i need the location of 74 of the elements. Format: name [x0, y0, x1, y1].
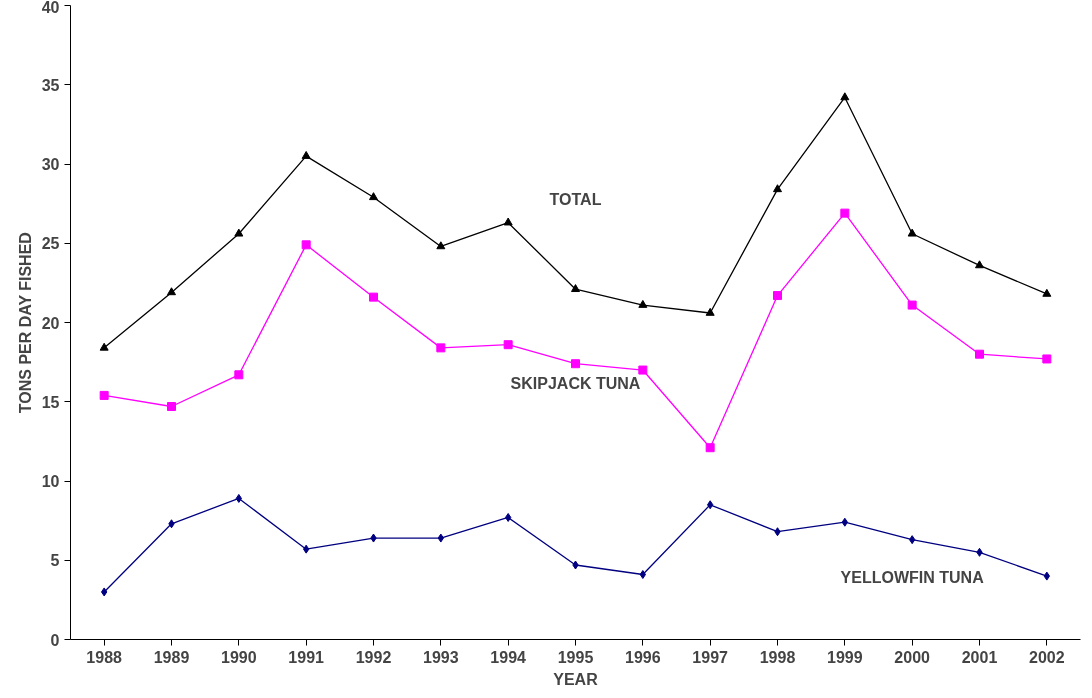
- x-tick-label: 2000: [894, 648, 931, 666]
- point: [840, 92, 850, 101]
- point: [572, 560, 579, 570]
- point: [638, 365, 648, 375]
- point: [639, 570, 646, 580]
- x-tick-label: 2002: [1029, 648, 1065, 666]
- x-tick-label: 1996: [625, 648, 661, 666]
- x-tick-label: 1998: [759, 648, 796, 666]
- point: [773, 291, 782, 301]
- point: [975, 349, 984, 359]
- y-tick-label: 35: [41, 76, 60, 94]
- point: [301, 150, 311, 159]
- point: [840, 208, 850, 218]
- point: [436, 241, 446, 250]
- x-tick-label: 1988: [86, 648, 123, 666]
- x-tick-label: 1990: [221, 648, 257, 666]
- x-tick-label: 2001: [961, 648, 998, 666]
- point: [841, 517, 848, 527]
- point: [437, 533, 444, 543]
- point: [168, 519, 175, 529]
- x-tick-label: 1993: [423, 648, 459, 666]
- point: [99, 390, 109, 400]
- point: [167, 287, 176, 296]
- y-tick-label: 10: [41, 473, 60, 490]
- point: [705, 307, 715, 316]
- point: [99, 342, 109, 351]
- point: [370, 533, 377, 543]
- point: [369, 192, 378, 201]
- point: [167, 402, 176, 412]
- point: [907, 300, 917, 310]
- x-tick-label: 1997: [692, 648, 729, 666]
- point: [705, 443, 715, 453]
- point: [638, 299, 648, 308]
- x-tick-label: 1992: [355, 648, 392, 666]
- point: [571, 284, 580, 293]
- point: [301, 240, 311, 250]
- point: [571, 359, 580, 369]
- x-tick-label: 1995: [557, 648, 594, 666]
- x-tick-label: 1999: [827, 648, 863, 666]
- point: [1042, 288, 1052, 297]
- y-axis-title: TONS PER DAY FISHED: [16, 232, 34, 414]
- point: [976, 547, 983, 557]
- point: [907, 228, 917, 237]
- point: [1042, 354, 1052, 364]
- series-label: YELLOWFIN TUNA: [840, 569, 985, 587]
- point: [1043, 571, 1050, 581]
- point: [503, 217, 513, 226]
- y-tick-label: 15: [41, 393, 60, 411]
- y-tick-label: 25: [41, 235, 60, 253]
- point: [436, 343, 446, 353]
- point: [774, 527, 781, 537]
- x-tick-label: 1994: [490, 648, 527, 666]
- y-tick-label: 5: [50, 552, 60, 570]
- series-label: SKIPJACK TUNA: [510, 375, 641, 393]
- point: [303, 544, 310, 554]
- x-axis-title: YEAR: [553, 670, 599, 688]
- point: [369, 292, 378, 302]
- x-tick-label: 1989: [153, 648, 190, 666]
- point: [234, 228, 244, 237]
- text: TOTAL: [549, 190, 602, 208]
- y-tick-label: 20: [41, 314, 60, 332]
- x-tick-label: 1991: [288, 648, 325, 666]
- y-tick-label: 40: [41, 0, 60, 16]
- point: [773, 184, 782, 193]
- point: [101, 587, 108, 597]
- y-tick-label: 30: [41, 156, 60, 173]
- point: [975, 260, 984, 269]
- point: [235, 493, 242, 503]
- point: [505, 512, 512, 522]
- point: [707, 500, 714, 510]
- y-tick-label: 0: [50, 631, 60, 649]
- point: [234, 370, 244, 380]
- point: [503, 340, 513, 350]
- point: [909, 535, 916, 545]
